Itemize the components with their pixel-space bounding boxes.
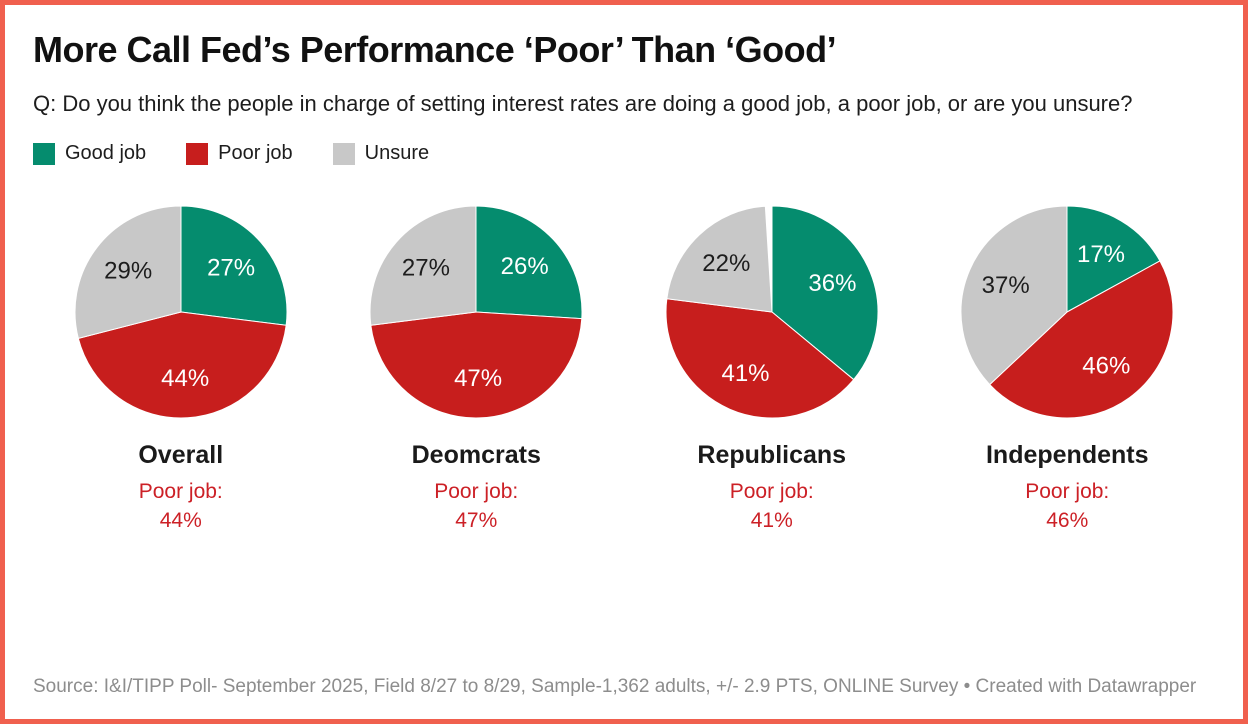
pie-slice-unsure (74, 205, 182, 340)
pie-group-name: Republicans (697, 441, 847, 470)
pie-callout-value: 46% (1046, 508, 1089, 532)
pie-slice-value-unsure: 37% (982, 272, 1030, 299)
pie-slice-value-good-job: 27% (207, 255, 255, 282)
pie-callout: Poor job: 44% (139, 478, 223, 535)
pie-slice-poor-job (989, 260, 1174, 419)
pie-slice-poor-job (77, 311, 287, 419)
pie-callout-value: 47% (455, 508, 498, 532)
pie-slice-value-poor-job: 41% (721, 360, 769, 387)
pie-chart-republicans: 36% 41% 22% (665, 205, 879, 419)
legend: Good job Poor job Unsure (33, 142, 1215, 165)
pie-chart-overall: 27% 44% 29% (74, 205, 288, 419)
pie-slice-value-good-job: 36% (808, 270, 856, 297)
pie-group-republicans: 36% 41% 22% Republicans Poor job: 41% (624, 205, 920, 535)
pie-slice-poor-job (665, 298, 855, 419)
pie-slice-unsure (960, 205, 1068, 386)
pie-slice-good-job (180, 205, 288, 327)
pie-group-deomcrats: 26% 47% 27% Deomcrats Poor job: 47% (329, 205, 625, 535)
legend-label-good-job: Good job (65, 142, 147, 165)
pie-slice-good-job (771, 205, 879, 381)
source-note: Source: I&I/TIPP Poll- September 2025, F… (33, 675, 1197, 697)
pie-slice-unsure (666, 205, 773, 313)
pie-slice-good-job (475, 205, 583, 320)
pies-row: 27% 44% 29% Overall Poor job: 44% 26% 47% 27% Deo… (33, 205, 1215, 535)
pie-chart-deomcrats: 26% 47% 27% (369, 205, 583, 419)
pie-callout: Poor job: 46% (1025, 478, 1109, 535)
pie-slice-value-poor-job: 44% (161, 365, 209, 392)
legend-item-poor-job: Poor job (186, 142, 293, 165)
pie-callout-label: Poor job: (1025, 480, 1110, 504)
legend-item-good-job: Good job (33, 142, 146, 165)
pie-callout-label: Poor job: (434, 480, 519, 504)
pie-callout: Poor job: 47% (434, 478, 518, 535)
pie-callout-label: Poor job: (138, 480, 223, 504)
pie-slice-value-good-job: 17% (1077, 241, 1125, 268)
pie-callout-value: 41% (750, 508, 793, 532)
legend-item-unsure: Unsure (332, 142, 430, 165)
pie-chart-independents: 17% 46% 37% (960, 205, 1174, 419)
pie-slice-good-job (1066, 205, 1161, 314)
chart-title: More Call Fed’s Performance ‘Poor’ Than … (33, 29, 837, 70)
pie-group-name: Independents (985, 441, 1149, 470)
pie-group-overall: 27% 44% 29% Overall Poor job: 44% (33, 205, 329, 535)
pie-callout-label: Poor job: (729, 480, 814, 504)
pie-callout: Poor job: 41% (730, 478, 814, 535)
legend-swatch-good-job (33, 142, 55, 165)
pie-group-name: Overall (138, 441, 224, 470)
legend-label-poor-job: Poor job (218, 142, 293, 165)
legend-swatch-poor-job (186, 142, 209, 165)
chart-card: More Call Fed’s Performance ‘Poor’ Than … (5, 5, 1243, 719)
chart-question: Q: Do you think the people in charge of … (33, 91, 1133, 117)
pie-slice-value-unsure: 27% (402, 255, 450, 282)
pie-callout-value: 44% (159, 508, 202, 532)
pie-slice-poor-job (370, 311, 583, 419)
pie-slice-value-poor-job: 46% (1083, 353, 1131, 380)
pie-slice-value-good-job: 26% (501, 253, 549, 280)
pie-slice-value-poor-job: 47% (454, 365, 502, 392)
legend-swatch-unsure (332, 142, 355, 165)
pie-slice-value-unsure: 22% (702, 250, 750, 277)
pie-group-name: Deomcrats (411, 441, 541, 470)
legend-label-unsure: Unsure (364, 142, 430, 165)
pie-group-independents: 17% 46% 37% Independents Poor job: 46% (920, 205, 1216, 535)
pie-slice-value-unsure: 29% (104, 258, 152, 285)
pie-slice-unsure (369, 205, 477, 327)
